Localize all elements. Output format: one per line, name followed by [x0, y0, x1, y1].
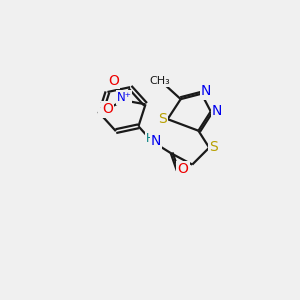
Text: N: N: [212, 104, 222, 118]
Text: O: O: [102, 102, 113, 116]
Text: H: H: [146, 132, 155, 145]
Text: O: O: [108, 74, 118, 88]
Text: N: N: [201, 84, 211, 98]
Text: O: O: [178, 162, 188, 176]
Text: S: S: [209, 140, 218, 154]
Text: ⁻: ⁻: [99, 104, 106, 117]
Text: N⁺: N⁺: [116, 91, 131, 104]
Text: CH₃: CH₃: [149, 76, 170, 86]
Text: N: N: [151, 134, 161, 148]
Text: S: S: [158, 112, 167, 126]
